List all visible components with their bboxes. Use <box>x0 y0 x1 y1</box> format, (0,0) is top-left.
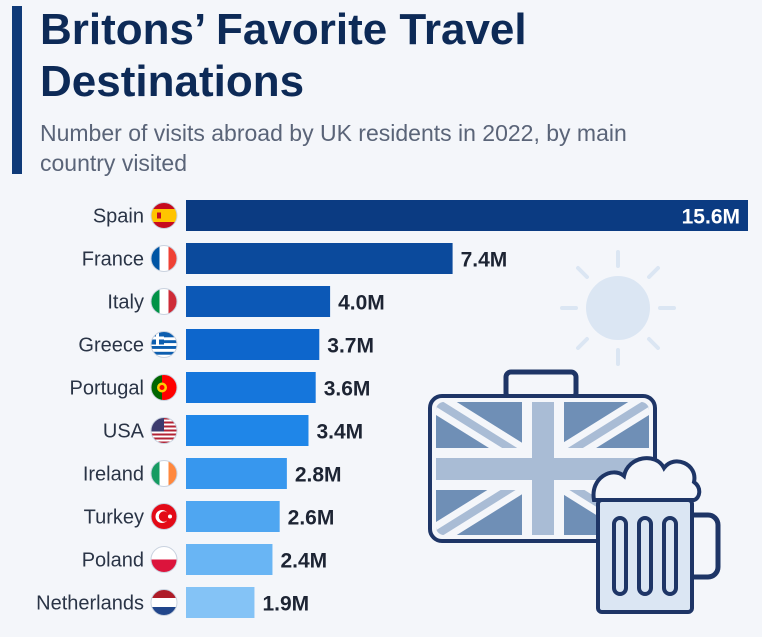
sun-icon <box>560 250 676 366</box>
flag-border <box>150 331 178 358</box>
bar-turkey <box>186 501 280 532</box>
value-label: 4.0M <box>338 292 385 315</box>
bar-spain <box>186 200 748 231</box>
value-label: 3.7M <box>327 335 374 358</box>
value-label: 2.4M <box>280 550 327 573</box>
flag-border <box>150 460 178 487</box>
bar-usa <box>186 415 309 446</box>
value-label: 15.6M <box>682 206 740 229</box>
bar-italy <box>186 286 331 317</box>
bar-portugal <box>186 372 316 403</box>
chart-subtitle: Number of visits abroad by UK residents … <box>40 120 627 176</box>
category-label: USA <box>103 421 145 443</box>
category-label: Poland <box>82 550 144 572</box>
category-label: Italy <box>107 292 144 314</box>
bar-france <box>186 243 453 274</box>
bar-ireland <box>186 458 287 489</box>
flag-border <box>150 374 178 401</box>
flag-border <box>150 288 178 315</box>
bar-netherlands <box>186 587 255 618</box>
flag-border <box>150 589 178 616</box>
flag-border <box>150 546 178 573</box>
flag-border <box>150 417 178 444</box>
value-label: 3.4M <box>316 421 363 444</box>
value-label: 2.8M <box>295 464 342 487</box>
category-label: Spain <box>93 206 144 228</box>
bar-greece <box>186 329 320 360</box>
category-label: Turkey <box>84 507 144 529</box>
value-label: 7.4M <box>461 249 508 272</box>
category-label: France <box>82 249 144 271</box>
category-label: Ireland <box>83 464 144 486</box>
category-label: Greece <box>78 335 144 357</box>
flag-border <box>150 503 178 530</box>
bars: Spain 15.6M France 7.4M Italy 4.0M Greece 3.7M P… <box>36 200 748 618</box>
value-label: 2.6M <box>288 507 335 530</box>
category-label: Portugal <box>70 378 145 400</box>
category-label: Netherlands <box>36 593 144 615</box>
flag-border <box>150 202 178 229</box>
bar-poland <box>186 544 273 575</box>
beer-mug-icon <box>591 456 721 614</box>
accent-bar <box>12 6 22 174</box>
flag-border <box>150 245 178 272</box>
value-label: 1.9M <box>262 593 309 616</box>
chart-title: Britons’ Favorite Travel Destinations <box>40 5 527 106</box>
value-label: 3.6M <box>324 378 371 401</box>
